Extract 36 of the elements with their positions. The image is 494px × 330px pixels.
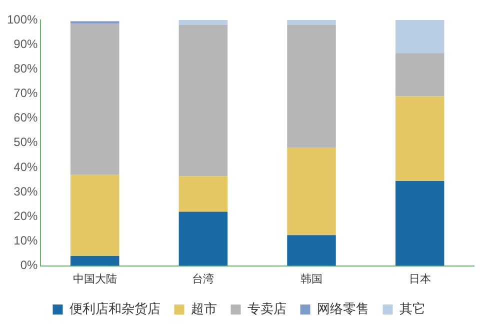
legend-label: 网络零售 — [316, 302, 369, 317]
x-tick-label: 中国大陆 — [72, 272, 117, 286]
bar — [70, 256, 120, 266]
legend-label: 专卖店 — [247, 300, 286, 317]
legend-label: 超市 — [190, 302, 217, 317]
y-tick-label: 80% — [14, 61, 38, 76]
y-tick-label: 70% — [14, 86, 38, 100]
bar — [178, 176, 228, 212]
bar — [178, 212, 228, 266]
x-tick-label: 日本 — [408, 272, 431, 286]
bar — [70, 21, 120, 24]
bar — [70, 174, 120, 256]
bar — [178, 24, 228, 176]
y-tick-label: 0% — [20, 258, 38, 272]
y-tick-label: 50% — [14, 135, 38, 150]
y-tick-label: 60% — [14, 110, 38, 125]
bar — [395, 53, 444, 96]
bar — [287, 235, 336, 266]
legend-label: 其它 — [399, 300, 426, 317]
bar — [287, 20, 336, 25]
x-tick-label: 台湾 — [192, 272, 214, 286]
bar — [287, 24, 336, 148]
y-tick-label: 40% — [14, 160, 38, 174]
y-tick-label: 30% — [14, 184, 38, 198]
legend-label: 便利店和杂货店 — [69, 300, 160, 317]
y-tick-label: 100% — [6, 12, 38, 26]
y-tick-label: 10% — [14, 234, 38, 248]
y-tick-label: 90% — [14, 36, 38, 51]
bar — [178, 20, 228, 25]
x-tick-label: 韩国 — [300, 272, 323, 286]
y-tick-label: 20% — [14, 208, 38, 223]
bar — [70, 24, 120, 175]
bar — [395, 181, 444, 266]
bar — [395, 20, 444, 54]
bar — [287, 148, 336, 236]
bar — [395, 96, 444, 181]
